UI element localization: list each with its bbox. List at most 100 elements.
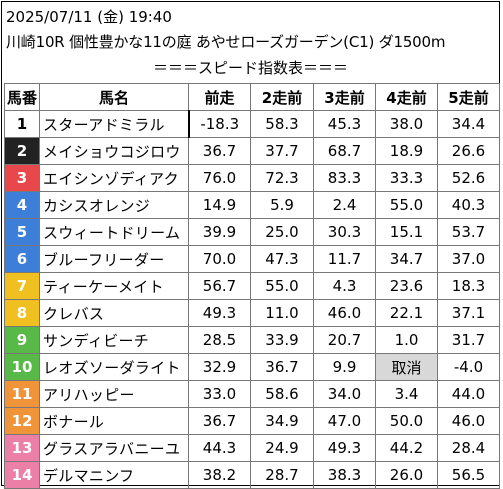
table-banner: ＝＝＝スピード指数表＝＝＝ [152,59,348,77]
speed-index-value: 14.9 [188,191,251,219]
speed-index-value: 18.9 [375,137,438,165]
table-row: 13 グラスアラバニーユ 44.3 24.9 49.3 44.2 28.4 [4,434,500,462]
horse-number: 1 [4,110,40,138]
horse-number: 13 [4,434,40,462]
horse-name: カシスオレンジ [39,191,189,219]
speed-index-value: 37.7 [250,137,314,165]
horse-name: スウィートドリーム [39,218,189,246]
speed-index-value: -18.3 [187,110,251,138]
speed-index-value: 58.3 [250,110,314,138]
speed-index-value: 取消 [375,353,438,381]
col-header-name: 馬名 [39,83,189,111]
speed-index-value: 11.0 [250,299,314,327]
speed-index-value: 49.3 [188,299,251,327]
speed-index-value: 15.1 [375,218,438,246]
speed-index-value: 38.2 [188,461,251,489]
col-header-3back: 3走前 [313,83,376,111]
horse-number: 10 [4,353,40,381]
speed-index-value: 39.9 [188,218,251,246]
speed-index-value: 44.2 [375,434,438,462]
speed-index-value: 26.0 [375,461,438,489]
speed-index-value: 5.9 [250,191,314,219]
horse-name: ティーケーメイト [39,272,189,300]
table-row: 14 デルマニンフ 38.2 28.7 38.3 26.0 56.5 [4,461,500,489]
speed-index-value: 38.0 [375,110,438,138]
speed-index-value: 45.3 [313,110,376,138]
speed-index-value: 11.7 [313,245,376,273]
table-row: 6 ブルーフリーダー 70.0 47.3 11.7 34.7 37.0 [4,245,500,273]
speed-index-value: 58.6 [250,380,314,408]
horse-name: クレバス [39,299,189,327]
speed-index-value: 33.3 [375,164,438,192]
speed-index-value: 55.0 [375,191,438,219]
speed-index-value: 34.0 [313,380,376,408]
date-time: 2025/07/11 (金) 19:40 [6,8,172,26]
speed-index-value: 4.3 [313,272,376,300]
speed-index-value: 55.0 [250,272,314,300]
speed-index-value: 76.0 [188,164,251,192]
col-header-last: 前走 [188,83,251,111]
horse-number: 11 [4,380,40,408]
speed-index-value: 25.0 [250,218,314,246]
horse-number: 5 [4,218,40,246]
speed-index-value: 33.9 [250,326,314,354]
horse-number: 9 [4,326,40,354]
speed-index-value: 72.3 [250,164,314,192]
col-header-4back: 4走前 [375,83,438,111]
table-row: 4 カシスオレンジ 14.9 5.9 2.4 55.0 40.3 [4,191,500,219]
table-row: 10 レオズソーダライト 32.9 36.7 9.9 取消 -4.0 [4,353,500,381]
horse-name: ブルーフリーダー [39,245,189,273]
horse-number: 6 [4,245,40,273]
speed-index-value: 47.3 [250,245,314,273]
horse-name: サンディビーチ [39,326,189,354]
speed-index-value: 53.7 [437,218,500,246]
horse-number: 2 [4,137,40,165]
speed-index-value: 2.4 [313,191,376,219]
horse-number: 8 [4,299,40,327]
speed-index-value: 18.3 [437,272,500,300]
speed-index-value: 47.0 [313,407,376,435]
horse-name: ボナール [39,407,189,435]
speed-index-value: 24.9 [250,434,314,462]
speed-index-value: 83.3 [313,164,376,192]
speed-index-value: 56.7 [188,272,251,300]
table-row: 3 エイシンゾディアク 76.0 72.3 83.3 33.3 52.6 [4,164,500,192]
speed-index-value: 1.0 [375,326,438,354]
speed-index-value: 38.3 [313,461,376,489]
horse-number: 3 [4,164,40,192]
speed-index-value: 3.4 [375,380,438,408]
speed-index-value: 28.7 [250,461,314,489]
header-row: 馬番 馬名 前走 2走前 3走前 4走前 5走前 [4,83,500,111]
speed-index-value: 49.3 [313,434,376,462]
horse-name: スターアドミラル [39,110,189,138]
speed-index-value: 34.9 [250,407,314,435]
table-row: 12 ボナール 36.7 34.9 47.0 50.0 46.0 [4,407,500,435]
speed-index-value: 23.6 [375,272,438,300]
speed-index-value: 52.6 [437,164,500,192]
horse-number: 4 [4,191,40,219]
speed-index-value: 46.0 [313,299,376,327]
speed-index-value: 37.1 [437,299,500,327]
speed-index-value: 34.7 [375,245,438,273]
speed-index-value: 31.7 [437,326,500,354]
horse-number: 14 [4,461,40,489]
speed-index-value: 28.5 [188,326,251,354]
table-row: 1 スターアドミラル -18.3 58.3 45.3 38.0 34.4 [4,110,500,138]
speed-index-value: 36.7 [188,137,251,165]
speed-index-value: 44.0 [437,380,500,408]
speed-index-value: 40.3 [437,191,500,219]
speed-index-value: 32.9 [188,353,251,381]
speed-index-value: -4.0 [437,353,500,381]
horse-name: デルマニンフ [39,461,189,489]
table-row: 11 アリハッピー 33.0 58.6 34.0 3.4 44.0 [4,380,500,408]
col-header-5back: 5走前 [437,83,500,111]
table-row: 2 メイショウコジロウ 36.7 37.7 68.7 18.9 26.6 [4,137,500,165]
horse-name: エイシンゾディアク [39,164,189,192]
horse-name: メイショウコジロウ [39,137,189,165]
horse-name: アリハッピー [39,380,189,408]
table-row: 5 スウィートドリーム 39.9 25.0 30.3 15.1 53.7 [4,218,500,246]
speed-index-value: 50.0 [375,407,438,435]
speed-index-value: 36.7 [188,407,251,435]
speed-index-value: 44.3 [188,434,251,462]
